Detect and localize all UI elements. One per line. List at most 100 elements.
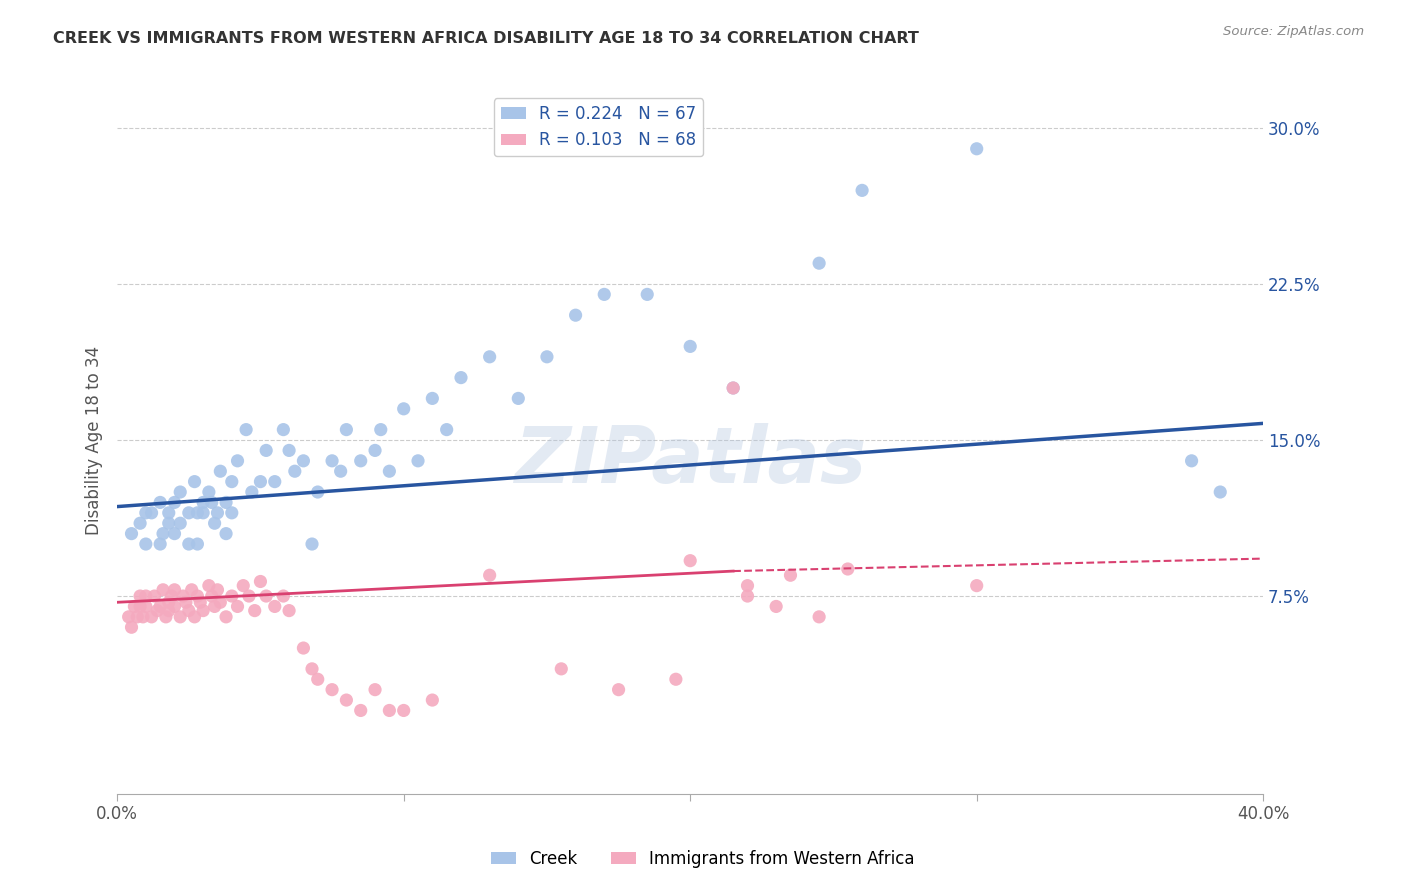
Point — [321, 454, 343, 468]
Point — [157, 595, 180, 609]
Point — [235, 423, 257, 437]
Point — [129, 599, 152, 614]
Point — [837, 562, 859, 576]
Point — [249, 574, 271, 589]
Point — [163, 599, 186, 614]
Point — [263, 475, 285, 489]
Point — [278, 443, 301, 458]
Point — [180, 582, 202, 597]
Point — [292, 454, 315, 468]
Point — [335, 423, 357, 437]
Text: CREEK VS IMMIGRANTS FROM WESTERN AFRICA DISABILITY AGE 18 TO 34 CORRELATION CHAR: CREEK VS IMMIGRANTS FROM WESTERN AFRICA … — [53, 31, 920, 46]
Point — [240, 485, 263, 500]
Point — [135, 589, 157, 603]
Point — [174, 595, 197, 609]
Point — [177, 537, 200, 551]
Point — [679, 554, 702, 568]
Point — [350, 703, 373, 717]
Point — [350, 454, 373, 468]
Point — [808, 610, 831, 624]
Point — [263, 599, 285, 614]
Point — [157, 604, 180, 618]
Point — [149, 537, 172, 551]
Point — [177, 604, 200, 618]
Point — [307, 485, 329, 500]
Point — [141, 506, 163, 520]
Point — [436, 423, 458, 437]
Point — [593, 287, 616, 301]
Point — [215, 526, 238, 541]
Point — [406, 454, 429, 468]
Point — [215, 495, 238, 509]
Point — [1181, 454, 1204, 468]
Point — [204, 599, 226, 614]
Point — [198, 485, 221, 500]
Point — [169, 610, 191, 624]
Point — [278, 604, 301, 618]
Point — [135, 506, 157, 520]
Point — [188, 595, 211, 609]
Point — [169, 516, 191, 531]
Point — [329, 464, 352, 478]
Point — [392, 703, 415, 717]
Point — [243, 604, 266, 618]
Point — [478, 568, 501, 582]
Point — [135, 537, 157, 551]
Point — [207, 506, 229, 520]
Point — [292, 641, 315, 656]
Point — [721, 381, 744, 395]
Point — [478, 350, 501, 364]
Point — [121, 526, 143, 541]
Point — [127, 610, 149, 624]
Point — [966, 142, 988, 156]
Point — [321, 682, 343, 697]
Point — [201, 495, 224, 509]
Point — [135, 599, 157, 614]
Point — [765, 599, 787, 614]
Point — [378, 703, 401, 717]
Point — [169, 485, 191, 500]
Text: ZIPatlas: ZIPatlas — [515, 423, 866, 500]
Point — [737, 589, 759, 603]
Point — [146, 604, 169, 618]
Y-axis label: Disability Age 18 to 34: Disability Age 18 to 34 — [86, 345, 103, 534]
Point — [238, 589, 260, 603]
Point — [301, 537, 323, 551]
Point — [204, 516, 226, 531]
Point — [141, 610, 163, 624]
Point — [207, 582, 229, 597]
Point — [636, 287, 658, 301]
Point — [152, 526, 174, 541]
Legend: R = 0.224   N = 67, R = 0.103   N = 68: R = 0.224 N = 67, R = 0.103 N = 68 — [494, 98, 703, 156]
Point — [186, 537, 208, 551]
Point — [149, 495, 172, 509]
Point — [226, 599, 249, 614]
Point — [155, 610, 177, 624]
Point — [163, 582, 186, 597]
Point — [392, 401, 415, 416]
Point — [157, 516, 180, 531]
Point — [364, 682, 387, 697]
Point — [721, 381, 744, 395]
Point — [198, 579, 221, 593]
Point — [186, 589, 208, 603]
Point — [607, 682, 630, 697]
Point — [254, 589, 277, 603]
Point — [550, 662, 572, 676]
Point — [221, 475, 243, 489]
Point — [679, 339, 702, 353]
Point — [226, 454, 249, 468]
Point — [966, 579, 988, 593]
Point — [422, 693, 444, 707]
Point — [121, 620, 143, 634]
Point — [665, 672, 688, 686]
Point — [186, 506, 208, 520]
Point — [564, 308, 586, 322]
Point — [422, 392, 444, 406]
Point — [177, 506, 200, 520]
Point — [129, 589, 152, 603]
Point — [191, 604, 214, 618]
Point — [183, 475, 205, 489]
Point — [129, 516, 152, 531]
Point — [183, 610, 205, 624]
